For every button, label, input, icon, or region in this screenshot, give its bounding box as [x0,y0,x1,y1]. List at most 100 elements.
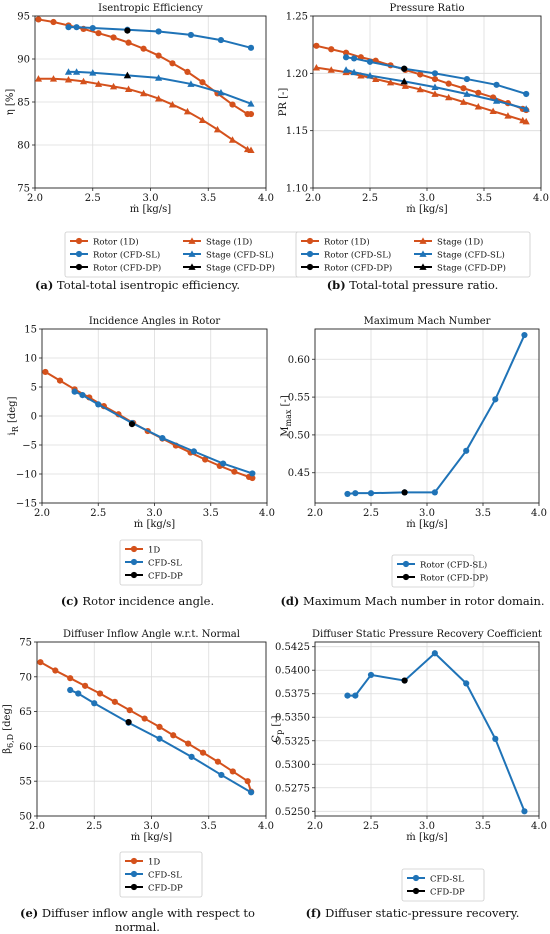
legend-item: CFD-SL [125,558,182,568]
x-tick-label: 2.5 [85,193,101,204]
legend-label: Stage (1D) [206,236,252,247]
series-cfd-sl [67,686,255,796]
y-tick-label: 5 [31,383,37,394]
legend-label: Rotor (CFD-DP) [93,262,161,273]
legend-item: Rotor (1D) [301,236,370,247]
legend-item: Rotor (CFD-DP) [301,262,392,273]
chart-title: Diffuser Static Pressure Recovery Coeffi… [312,629,542,640]
data-point [231,468,238,475]
caption-label: (f) [305,906,322,920]
legend-label: Rotor (CFD-DP) [420,572,488,583]
legend-marker [412,887,420,895]
data-point [247,44,255,51]
chart-f: 2.0 2.5 3.0 3.5 4.0 0.5250 0.5275 0.5300 0.5325 0… [271,629,547,902]
data-point [249,474,256,482]
legend-item: Stage (CFD-SL) [183,249,274,260]
data-point [431,650,438,657]
y-tick-label: 1.15 [286,126,308,137]
legend: CFD-SL CFD-DP [401,868,485,902]
series-line [316,44,527,111]
x-tick-label: 3.5 [476,193,492,204]
data-point [350,55,358,62]
data-point [401,65,408,72]
legend-label: Stage (CFD-SL) [437,249,505,260]
series-line [38,77,252,152]
caption-label: (c) [60,594,79,608]
x-tick-label: 3.5 [201,821,217,832]
series-line [39,661,253,792]
data-point [247,146,255,154]
data-point [65,24,72,31]
data-point [372,75,380,82]
data-point [75,690,82,697]
y-tick-label: 0.5325 [275,736,310,747]
data-point [463,90,471,97]
series-line [38,18,251,116]
data-point [463,447,470,454]
data-point [168,100,177,108]
x-axis-label: ṁ [kg/s] [406,519,448,530]
legend-label: CFD-DP [148,883,183,893]
y-axis-label: η [%] [5,89,16,116]
data-point [42,368,49,376]
chart-title: Maximum Mach Number [364,316,491,327]
data-point [110,34,117,41]
legend-marker [130,558,138,566]
caption-f: (f) Diffuser static-pressure recovery. [275,906,550,920]
data-point [187,80,195,87]
x-tick-label: 3.5 [200,193,216,204]
series-line [68,70,252,105]
legend-marker [419,250,427,257]
y-tick-label: 80 [17,141,30,152]
data-point [202,456,209,463]
caption-text: Rotor incidence angle. [78,594,215,608]
x-axis-label: ṁ [kg/s] [134,519,176,530]
y-tick-label: −10 [16,470,37,481]
x-tick-label: 4.0 [258,821,274,832]
legend-marker [75,250,83,258]
legend-label: Rotor (1D) [324,236,370,247]
data-point [154,94,163,102]
data-point [431,75,439,83]
chart-title: Pressure Ratio [390,3,465,14]
legend-marker [412,874,420,882]
data-point [342,66,350,73]
legend-item: Stage (1D) [183,236,252,247]
y-tick-label: 0.5425 [275,642,310,653]
data-point [79,392,86,399]
data-point [109,82,118,90]
legend-item: 1D [125,857,160,867]
y-tick-label: 75 [17,184,30,195]
chart-b: 2.0 2.5 3.0 3.5 4.0 1.10 1.15 1.20 1.25 Pressure … [278,3,549,278]
data-point [89,69,97,76]
data-point [187,31,195,39]
y-tick-label: 0 [31,412,37,423]
data-point [493,81,500,88]
x-tick-label: 2.5 [90,508,106,519]
data-point [431,70,439,77]
legend-label: 1D [148,857,160,867]
y-tick-label: 70 [19,672,32,683]
data-point [401,82,409,89]
x-axis-label: ṁ [kg/s] [130,204,172,215]
x-tick-label: 4.0 [531,508,547,519]
data-point [445,80,452,87]
data-point [350,68,358,76]
data-point [73,24,80,31]
x-tick-label: 4.0 [533,193,549,204]
y-axis-label: Cp [-] [271,715,284,742]
y-tick-label: 0.5400 [275,666,310,677]
data-point [248,789,255,796]
legend-marker [188,237,196,244]
x-tick-label: 2.0 [307,508,323,519]
x-tick-label: 3.0 [419,821,435,832]
data-point [367,671,375,679]
caption-c: (c) Rotor incidence angle. [0,594,275,608]
x-tick-label: 2.0 [34,508,50,519]
series-stage-cfd-sl [342,66,530,112]
data-point [344,692,351,699]
y-axis-label: iR [deg] [7,396,20,435]
caption-b: (b) Total-total pressure ratio. [275,278,550,292]
caption-label: (b) [326,278,346,292]
y-tick-label: 0.60 [288,355,310,366]
